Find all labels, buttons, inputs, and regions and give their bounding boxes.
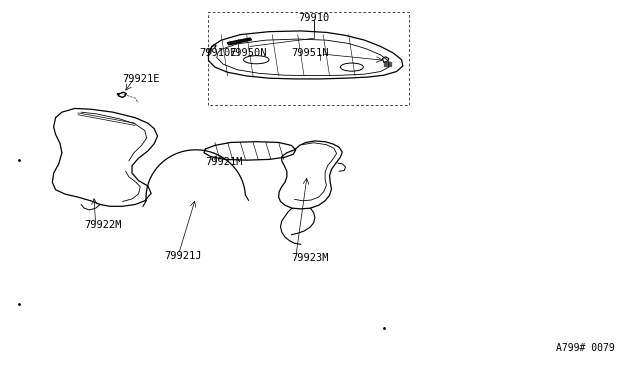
Text: 79921M: 79921M: [205, 157, 243, 167]
Text: 79921E: 79921E: [122, 74, 160, 84]
Text: 79950N: 79950N: [230, 48, 267, 58]
Polygon shape: [228, 38, 251, 45]
Text: 79921J: 79921J: [164, 251, 202, 261]
Text: A799# 0079: A799# 0079: [556, 343, 614, 353]
Text: 79910E: 79910E: [199, 48, 236, 58]
Text: 79923M: 79923M: [291, 253, 329, 263]
Polygon shape: [384, 62, 392, 65]
Text: 79951N: 79951N: [291, 48, 329, 58]
Text: 79922M: 79922M: [84, 220, 122, 230]
Text: 79910: 79910: [298, 13, 329, 23]
